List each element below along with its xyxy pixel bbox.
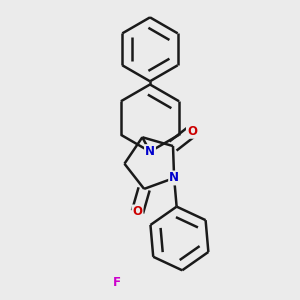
Text: O: O [133,206,142,218]
Text: O: O [187,125,197,138]
Text: N: N [169,172,179,184]
Text: N: N [145,145,155,158]
Text: F: F [112,276,121,289]
